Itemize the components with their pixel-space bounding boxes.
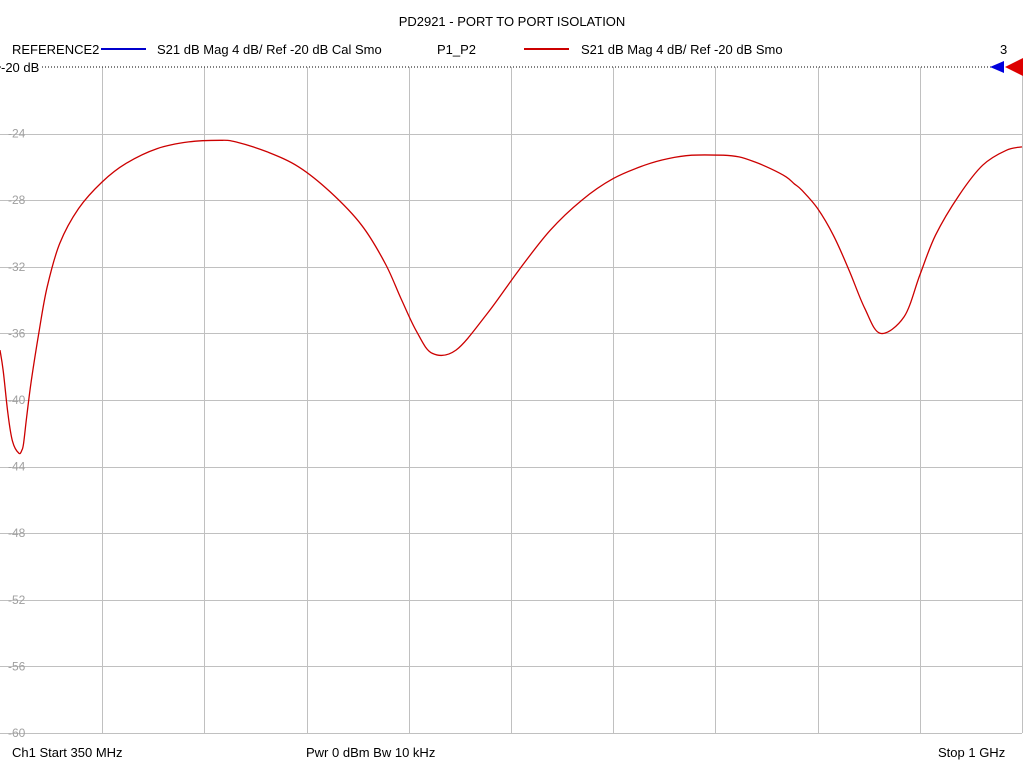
trace-line-p1-p2 bbox=[0, 139, 1023, 455]
y-tick-labels: -20-24-28-32-36-40-44-48-52-56-60 bbox=[8, 60, 26, 740]
y-tick-label: -56 bbox=[8, 659, 26, 673]
trace-count: 3 bbox=[1000, 42, 1008, 57]
y-tick-label: -28 bbox=[8, 193, 26, 207]
trace2-desc[interactable]: S21 dB Mag 4 dB/ Ref -20 dB Smo bbox=[581, 42, 783, 57]
trace2-name[interactable]: P1_P2 bbox=[437, 42, 477, 57]
trace-layer bbox=[0, 139, 1023, 455]
y-tick-label: -52 bbox=[8, 593, 26, 607]
footer-power: Pwr 0 dBm Bw 10 kHz bbox=[306, 745, 436, 760]
y-tick-label: -24 bbox=[8, 127, 26, 141]
footer-stop: Stop 1 GHz bbox=[938, 745, 1006, 760]
grid-lines bbox=[0, 67, 1023, 734]
trace2-ref-marker-icon[interactable] bbox=[1005, 58, 1023, 76]
reference-level-label: -20 dB bbox=[1, 60, 42, 75]
trace2-line-swatch bbox=[524, 48, 569, 50]
y-tick-label: -48 bbox=[8, 526, 26, 540]
trace1-desc[interactable]: S21 dB Mag 4 dB/ Ref -20 dB Cal Smo bbox=[157, 42, 382, 57]
y-tick-label: -44 bbox=[8, 460, 26, 474]
chart-title: PD2921 - PORT TO PORT ISOLATION bbox=[398, 14, 626, 29]
trace1-name[interactable]: REFERENCE2 bbox=[12, 42, 100, 57]
y-tick-label: -36 bbox=[8, 326, 26, 340]
footer-start: Ch1 Start 350 MHz bbox=[12, 745, 123, 760]
trace1-ref-marker-icon[interactable] bbox=[990, 61, 1004, 73]
y-tick-label: -40 bbox=[8, 393, 26, 407]
trace1-line-swatch bbox=[101, 48, 146, 50]
y-tick-label: -32 bbox=[8, 260, 26, 274]
y-tick-label: -60 bbox=[8, 726, 26, 740]
